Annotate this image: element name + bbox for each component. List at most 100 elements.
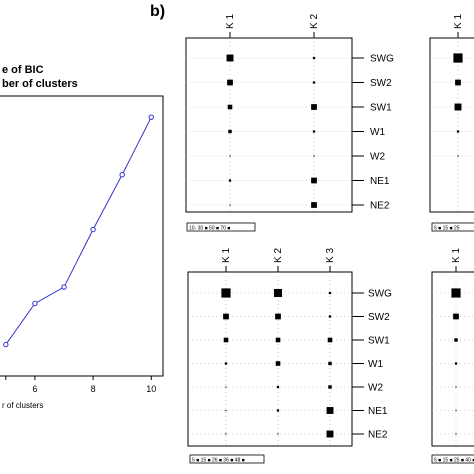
bic-x-tick-label: 6: [32, 384, 37, 394]
size-legend-box: [431, 222, 474, 232]
abundance-square: [275, 361, 281, 366]
abundance-square: [326, 407, 334, 414]
row-label: SW1: [368, 336, 390, 347]
row-label: SW2: [368, 312, 390, 323]
size-legend-text: 5 ■ 15 ■ 25 ■ 40 ■ 48 ■: [434, 458, 474, 464]
size-legend-box: [431, 454, 474, 464]
cluster-matrix-panel: K 1 K 2 SWG SW2 SW1 W1 W2 NE1 NE2 10- 30 ■ 50 ■ 7…: [185, 14, 394, 232]
abundance-square: [224, 362, 228, 365]
bic-point: [119, 172, 125, 178]
abundance-square: [312, 130, 316, 133]
abundance-square: [227, 104, 233, 110]
abundance-square: [451, 288, 461, 298]
abundance-square: [453, 313, 459, 320]
abundance-square: [328, 315, 332, 318]
matrix-frame: [187, 271, 353, 447]
abundance-square: [311, 177, 317, 184]
abundance-square: [225, 386, 227, 388]
bic-line-chart: e of BIC ber of clusters 6 8 10 r of clust…: [0, 64, 164, 410]
abundance-square: [225, 433, 227, 435]
abundance-square: [311, 104, 317, 110]
bic-series-line: [5, 116, 152, 345]
column-header: K 2: [273, 248, 284, 263]
row-label: W1: [368, 359, 383, 370]
size-legend-text: 5 ■ 15 ■ 25: [434, 226, 460, 232]
abundance-square: [328, 291, 332, 295]
abundance-square: [327, 337, 333, 343]
row-label: W1: [370, 127, 385, 138]
row-label: NE2: [370, 201, 390, 212]
row-label: SW1: [370, 103, 392, 114]
bic-x-tick-label: 10: [146, 384, 156, 394]
abundance-square: [276, 409, 280, 412]
bic-point: [3, 341, 9, 348]
cluster-matrix-panel: K 1 K 2 K 3 SWG SW2 SW1 W1 W2 NE1 NE2 5 ■ 15 ■ 26 …: [187, 248, 392, 464]
row-label: W2: [370, 152, 385, 163]
abundance-square: [312, 81, 316, 84]
abundance-square: [456, 130, 460, 133]
bic-point: [32, 300, 38, 307]
cluster-matrix-panel: K 1SWGSW2SW1W1W2NE1NE25 ■ 15 ■ 25 ■ 40 ■…: [431, 248, 474, 464]
abundance-square: [276, 385, 280, 389]
abundance-square: [313, 155, 315, 157]
abundance-square: [226, 54, 234, 62]
row-label: W2: [368, 383, 383, 394]
abundance-square: [454, 338, 458, 342]
abundance-square: [454, 103, 462, 111]
abundance-square: [455, 433, 457, 435]
column-header: K 3: [325, 248, 336, 263]
abundance-square: [328, 361, 332, 366]
column-header: K 1: [451, 248, 462, 263]
abundance-square: [229, 155, 231, 157]
bic-plot-frame: [0, 95, 164, 377]
bic-chart-title: e of BIC: [2, 64, 44, 76]
abundance-square: [455, 386, 457, 388]
row-label: SWG: [368, 289, 392, 300]
bic-x-axis-label: r of clusters: [2, 401, 43, 410]
size-legend-box: [189, 454, 265, 464]
abundance-square: [223, 337, 229, 343]
abundance-square: [328, 385, 332, 389]
abundance-square: [455, 79, 461, 86]
column-header: K 1: [221, 248, 232, 263]
abundance-square: [228, 179, 232, 182]
row-label: NE1: [370, 176, 390, 187]
row-label: NE2: [368, 430, 388, 441]
abundance-square: [312, 56, 316, 60]
panel-b-label: b): [150, 3, 165, 20]
matrix-frame: [431, 271, 474, 447]
bic-point: [148, 114, 154, 120]
column-header: K 1: [225, 14, 236, 29]
bic-point: [61, 284, 67, 290]
abundance-square: [273, 288, 283, 298]
row-label: NE1: [368, 406, 388, 417]
abundance-square: [455, 409, 457, 412]
abundance-square: [228, 129, 232, 134]
abundance-square: [454, 362, 458, 365]
bic-point: [90, 226, 96, 233]
size-legend-box: [186, 222, 256, 232]
abundance-square: [326, 430, 334, 438]
abundance-square: [229, 204, 231, 206]
column-header: K 1: [453, 14, 464, 29]
abundance-square: [277, 433, 279, 435]
column-header: K 2: [309, 14, 320, 29]
abundance-square: [221, 288, 231, 298]
abundance-square: [275, 337, 281, 343]
abundance-square: [275, 313, 281, 320]
abundance-square: [457, 155, 459, 157]
matrix-frame: [185, 37, 353, 213]
abundance-square: [225, 409, 227, 412]
row-label: SW2: [370, 78, 392, 89]
abundance-square: [223, 313, 229, 320]
size-legend-text: 10- 30 ■ 50 ■ 70 ■: [189, 226, 230, 232]
row-label: SWG: [370, 54, 394, 65]
matrix-frame: [429, 37, 474, 213]
bic-x-tick-label: 8: [91, 384, 96, 394]
abundance-square: [227, 79, 233, 86]
abundance-square: [453, 53, 463, 63]
cluster-matrix-panel: K 1SWGSW2SW1W1W25 ■ 15 ■ 25: [429, 14, 474, 232]
size-legend-text: 5 ■ 15 ■ 26 ■ 36 ■ 48 ■: [192, 458, 245, 464]
abundance-square: [311, 202, 317, 208]
